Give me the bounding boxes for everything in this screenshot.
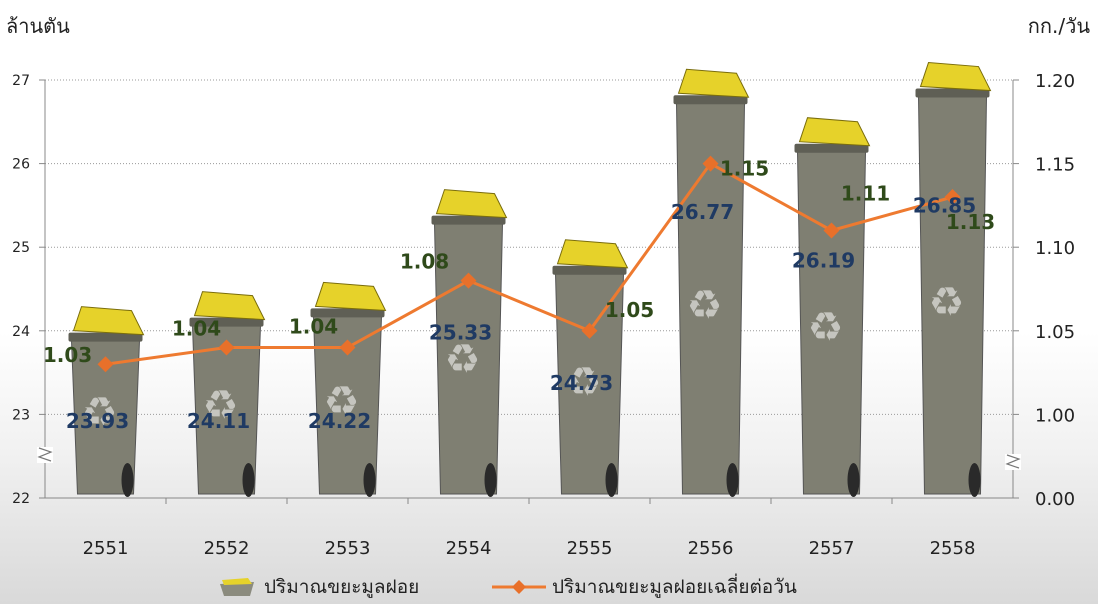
- legend-item-line: ปริมาณขยะมูลฝอยเฉลี่ยต่อวัน: [490, 572, 797, 602]
- bar-rim: [189, 317, 264, 327]
- left-tick-label: 24: [12, 324, 30, 340]
- bin-wheel-icon: [363, 463, 376, 497]
- line-data-label: 1.04: [172, 317, 221, 341]
- x-tick-label: 2558: [930, 538, 976, 559]
- left-axis-unit: ล้านตัน: [6, 14, 70, 38]
- line-marker: [823, 222, 840, 239]
- line-data-label: 1.08: [400, 250, 449, 274]
- recycle-icon: ♻: [203, 383, 239, 429]
- bin-lid-icon: [798, 117, 871, 147]
- left-tick-label: 25: [12, 240, 30, 256]
- line-data-label: 1.03: [43, 343, 92, 367]
- bin-wheel-icon: [484, 463, 497, 497]
- left-tick-label: 22: [12, 491, 30, 507]
- recycle-icon: ♻: [82, 389, 118, 435]
- right-tick-label: 1.00: [1035, 405, 1075, 426]
- bar-bin: ♻: [673, 68, 750, 497]
- line-marker: [581, 322, 598, 339]
- recycle-icon: ♻: [324, 378, 360, 424]
- right-tick-label: 1.20: [1035, 71, 1075, 92]
- bar-data-label: 26.77: [671, 200, 734, 224]
- line-marker: [218, 339, 235, 356]
- line-marker: [944, 189, 961, 206]
- bar-rim: [552, 265, 627, 275]
- line-swatch-icon: [492, 580, 546, 594]
- left-axis-break-icon: [37, 447, 53, 462]
- line-data-label: 1.13: [946, 210, 995, 234]
- x-tick-label: 2552: [204, 538, 250, 559]
- bar-data-label: 23.93: [66, 409, 129, 433]
- bar-data-label: 26.85: [913, 194, 976, 218]
- bar-rim: [794, 143, 869, 153]
- right-axis-break-icon: [1005, 454, 1021, 469]
- bar-data-label: 24.73: [550, 371, 613, 395]
- line-marker: [460, 272, 477, 289]
- bar-bin: ♻: [68, 306, 145, 497]
- line-marker: [97, 356, 114, 373]
- bin-lid-icon: [435, 189, 508, 219]
- x-tick-label: 2555: [567, 538, 613, 559]
- bar-bin: ♻: [552, 239, 629, 497]
- bar-bin: ♻: [189, 291, 266, 497]
- bin-wheel-icon: [968, 463, 981, 497]
- x-tick-label: 2557: [809, 538, 855, 559]
- line-data-label: 1.04: [289, 315, 338, 339]
- bin-wheel-icon: [605, 463, 618, 497]
- bin-wheel-icon: [121, 463, 134, 497]
- bin-lid-icon: [314, 281, 387, 311]
- bin-wheel-icon: [726, 463, 739, 497]
- bin-wheel-icon: [242, 463, 255, 497]
- bar-data-label: 24.22: [308, 409, 371, 433]
- legend-label-bars: ปริมาณขยะมูลฝอย: [264, 576, 420, 598]
- bin-lid-icon: [556, 239, 629, 269]
- recycle-icon: ♻: [687, 283, 723, 329]
- bar-rim: [310, 308, 385, 318]
- recycle-icon: ♻: [445, 337, 481, 383]
- bar-bin: ♻: [310, 281, 387, 497]
- left-tick-label: 26: [12, 157, 30, 173]
- line-data-label: 1.11: [841, 181, 890, 205]
- bar-data-label: 25.33: [429, 321, 492, 345]
- line-data-label: 1.05: [605, 298, 654, 322]
- bin-lid-icon: [919, 62, 992, 92]
- legend-item-bars: ปริมาณขยะมูลฝอย: [218, 572, 419, 602]
- recycle-icon: ♻: [808, 304, 844, 350]
- bin-lid-icon: [677, 68, 750, 98]
- bin-lid-icon: [72, 306, 145, 336]
- right-tick-label: 0.00: [1035, 489, 1075, 510]
- x-tick-label: 2554: [446, 538, 492, 559]
- bin-wheel-icon: [847, 463, 860, 497]
- right-axis-unit: กก./วัน: [1027, 14, 1090, 38]
- bar-rim: [68, 332, 143, 342]
- legend-label-line: ปริมาณขยะมูลฝอยเฉลี่ยต่อวัน: [552, 576, 797, 598]
- right-tick-label: 1.05: [1035, 322, 1075, 343]
- line-marker: [702, 155, 719, 172]
- bar-rim: [431, 215, 506, 225]
- bar-data-label: 26.19: [792, 249, 855, 273]
- x-tick-label: 2551: [83, 538, 129, 559]
- line-marker: [339, 339, 356, 356]
- recycle-icon: ♻: [566, 359, 602, 405]
- left-tick-label: 23: [12, 407, 30, 423]
- bar-rim: [915, 88, 990, 98]
- bar-rim: [673, 95, 748, 105]
- right-tick-label: 1.15: [1035, 155, 1075, 176]
- left-tick-label: 27: [12, 73, 30, 89]
- line-series: [105, 161, 953, 366]
- right-tick-label: 1.10: [1035, 238, 1075, 259]
- bin-swatch-icon: [220, 578, 254, 596]
- line-data-label: 1.15: [720, 157, 769, 181]
- bar-bin: ♻: [794, 117, 871, 497]
- bar-bin: ♻: [915, 62, 992, 497]
- recycle-icon: ♻: [929, 280, 965, 326]
- x-tick-label: 2553: [325, 538, 371, 559]
- x-tick-label: 2556: [688, 538, 734, 559]
- bar-data-label: 24.11: [187, 409, 250, 433]
- bin-lid-icon: [193, 291, 266, 321]
